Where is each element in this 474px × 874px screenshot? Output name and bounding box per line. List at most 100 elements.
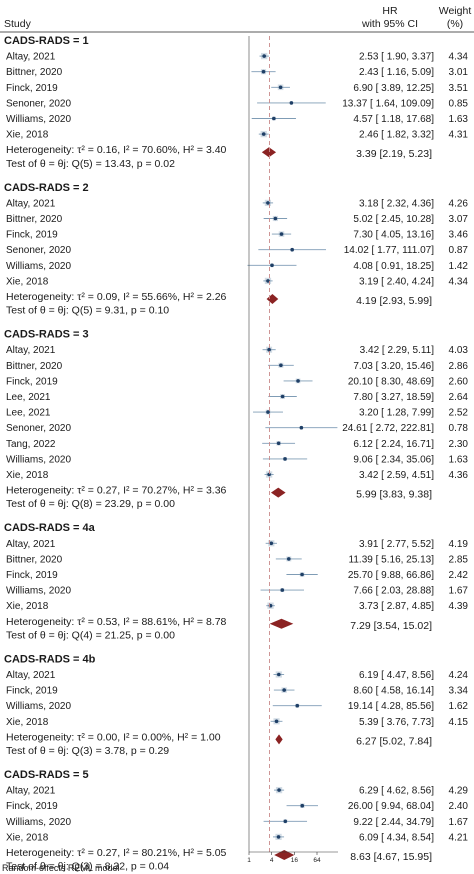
- weight-label: 4.26: [449, 198, 469, 209]
- hr-marker: [261, 132, 266, 136]
- weight-label: 2.85: [449, 554, 469, 565]
- hr-marker: [279, 363, 283, 368]
- ci-label: 13.37 [ 1.64, 109.09]: [342, 98, 434, 109]
- study-name: Lee, 2021: [6, 408, 51, 419]
- weight-label: 0.87: [449, 245, 469, 256]
- study-row: Williams, 2020 19.14 [ 4.28, 85.56] 1.62: [6, 701, 468, 712]
- weight-label: 2.60: [449, 376, 469, 387]
- heterogeneity-stat: Heterogeneity: τ² = 0.16, I² = 70.60%, H…: [6, 144, 227, 156]
- weight-label: 1.42: [449, 261, 469, 272]
- ci-label: 7.03 [ 3.20, 15.46]: [353, 361, 434, 372]
- study-row: Lee, 2021 3.20 [ 1.28, 7.99] 2.52: [6, 408, 468, 419]
- weight-label: 1.62: [449, 701, 469, 712]
- subgroup: CADS-RADS = 5 Altay, 2021 6.29 [ 4.62, 8.5…: [4, 769, 468, 873]
- x-tick-label: 16: [291, 857, 299, 864]
- weight-label: 4.34: [449, 276, 469, 287]
- pooled-ci-label: 7.29 [3.54, 15.02]: [350, 620, 432, 632]
- x-tick-label: 64: [313, 857, 321, 864]
- ci-label: 9.06 [ 2.34, 35.06]: [353, 454, 434, 465]
- study-name: Bittner, 2020: [6, 67, 63, 78]
- hr-marker: [261, 69, 266, 74]
- study-row: Xie, 2018 3.19 [ 2.40, 4.24] 4.34: [6, 276, 468, 287]
- test-of-homogeneity: Test of θ = θj: Q(3) = 3.78, p = 0.29: [6, 745, 169, 757]
- heterogeneity-row: Heterogeneity: τ² = 0.16, I² = 70.60%, H…: [6, 144, 432, 160]
- hr-marker: [280, 394, 285, 399]
- subgroup: CADS-RADS = 4b Altay, 2021 6.19 [ 4.47, 8.…: [4, 653, 468, 757]
- study-row: Altay, 2021 6.19 [ 4.47, 8.56] 4.24: [6, 670, 468, 681]
- heterogeneity-row: Heterogeneity: τ² = 0.00, I² = 0.00%, H²…: [6, 731, 432, 747]
- test-of-homogeneity: Test of θ = θj: Q(5) = 13.43, p = 0.02: [6, 158, 175, 170]
- hr-marker: [267, 472, 271, 477]
- study-row: Bittner, 2020 11.39 [ 5.16, 25.13] 2.85: [6, 554, 468, 565]
- test-row: Test of θ = θj: Q(4) = 21.25, p = 0.00: [6, 629, 175, 641]
- study-name: Xie, 2018: [6, 130, 49, 141]
- subgroup: CADS-RADS = 4a Altay, 2021 3.91 [ 2.77, 5.…: [4, 522, 468, 641]
- hr-marker: [267, 347, 271, 352]
- weight-label: 3.34: [449, 686, 469, 697]
- pooled-diamond: [261, 147, 277, 158]
- weight-label: 2.64: [449, 392, 469, 403]
- ci-label: 5.39 [ 3.76, 7.73]: [359, 717, 434, 728]
- pooled-diamond: [274, 850, 295, 860]
- weight-label: 2.86: [449, 361, 469, 372]
- subgroup-title: CADS-RADS = 4a: [4, 522, 96, 534]
- header-ci: with 95% CI: [361, 18, 418, 30]
- subgroup: CADS-RADS = 2 Altay, 2021 3.18 [ 2.32, 4.3…: [4, 182, 468, 317]
- hr-marker: [296, 379, 300, 383]
- header-weight: Weight: [439, 5, 472, 17]
- study-name: Altay, 2021: [6, 786, 56, 797]
- study-name: Bittner, 2020: [6, 361, 63, 372]
- study-row: Bittner, 2020 2.43 [ 1.16, 5.09] 3.01: [6, 67, 468, 78]
- x-tick-label: 4: [270, 857, 274, 864]
- study-row: Xie, 2018 2.46 [ 1.82, 3.32] 4.31: [6, 130, 468, 141]
- hr-marker: [283, 457, 287, 461]
- hr-marker: [274, 719, 279, 724]
- ci-label: 19.14 [ 4.28, 85.56]: [348, 701, 434, 712]
- weight-label: 4.34: [449, 52, 469, 63]
- study-row: Finck, 2019 8.60 [ 4.58, 16.14] 3.34: [6, 686, 468, 697]
- pooled-ci-label: 6.27 [5.02, 7.84]: [356, 735, 432, 747]
- ci-label: 2.46 [ 1.82, 3.32]: [359, 130, 434, 141]
- study-name: Finck, 2019: [6, 686, 58, 697]
- study-row: Finck, 2019 26.00 [ 9.94, 68.04] 2.40: [6, 801, 468, 812]
- weight-label: 4.39: [449, 601, 469, 612]
- footnote: Random-effects REML model: [2, 863, 120, 873]
- study-row: Xie, 2018 6.09 [ 4.34, 8.54] 4.21: [6, 832, 468, 843]
- test-row: Test of θ = θj: Q(5) = 13.43, p = 0.02: [6, 158, 175, 170]
- study-name: Williams, 2020: [6, 701, 71, 712]
- weight-label: 1.67: [449, 586, 469, 597]
- study-name: Finck, 2019: [6, 376, 58, 387]
- heterogeneity-stat: Heterogeneity: τ² = 0.53, I² = 88.61%, H…: [6, 616, 227, 628]
- ci-label: 3.20 [ 1.28, 7.99]: [359, 408, 434, 419]
- weight-label: 3.46: [449, 230, 469, 241]
- hr-marker: [282, 688, 286, 692]
- ci-label: 14.02 [ 1.77, 111.07]: [344, 245, 434, 256]
- ci-label: 2.53 [ 1.90, 3.37]: [359, 52, 434, 63]
- heterogeneity-stat: Heterogeneity: τ² = 0.09, I² = 55.66%, H…: [6, 291, 227, 303]
- hr-marker: [277, 788, 281, 792]
- hr-marker: [270, 263, 274, 268]
- header-hr: HR: [382, 5, 398, 17]
- study-row: Finck, 2019 6.90 [ 3.89, 12.25] 3.51: [6, 83, 468, 94]
- hr-marker: [290, 247, 294, 252]
- pooled-diamond: [270, 487, 286, 498]
- study-name: Xie, 2018: [6, 276, 49, 287]
- ci-label: 6.19 [ 4.47, 8.56]: [359, 670, 434, 681]
- study-name: Altay, 2021: [6, 539, 56, 550]
- pooled-ci-label: 5.99 [3.83, 9.38]: [356, 489, 432, 501]
- plot-body: CADS-RADS = 1 Altay, 2021 2.53 [ 1.90, 3.3…: [4, 35, 468, 873]
- header: Study HR with 95% CI Weight (%): [0, 5, 474, 33]
- hr-marker: [300, 572, 304, 577]
- ci-label: 3.42 [ 2.29, 5.11]: [360, 345, 435, 356]
- study-name: Finck, 2019: [6, 801, 58, 812]
- study-row: Altay, 2021 3.18 [ 2.32, 4.36] 4.26: [6, 198, 468, 209]
- ci-label: 3.73 [ 2.87, 4.85]: [359, 601, 434, 612]
- hr-marker: [273, 216, 278, 221]
- ci-label: 6.90 [ 3.89, 12.25]: [353, 83, 434, 94]
- weight-label: 4.19: [449, 539, 469, 550]
- hr-marker: [300, 803, 305, 808]
- study-row: Finck, 2019 25.70 [ 9.88, 66.86] 2.42: [6, 570, 468, 581]
- ci-label: 6.09 [ 4.34, 8.54]: [359, 832, 434, 843]
- weight-label: 1.63: [449, 114, 469, 125]
- study-row: Bittner, 2020 7.03 [ 3.20, 15.46] 2.86: [6, 361, 468, 372]
